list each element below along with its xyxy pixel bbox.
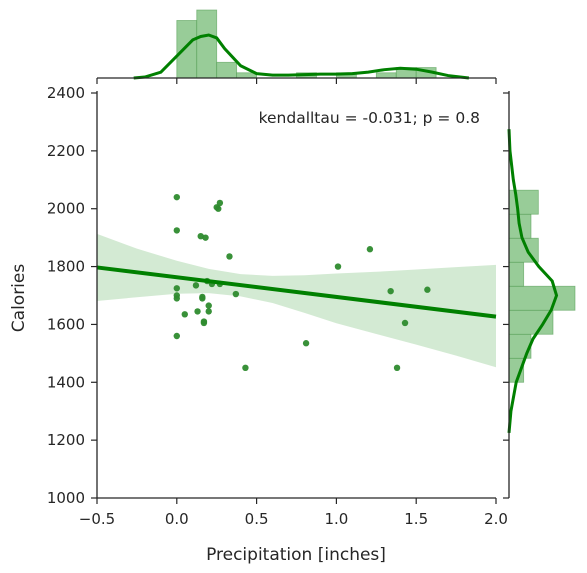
y-hist-bar [508, 285, 576, 311]
data-point [366, 246, 374, 253]
regression-line [96, 265, 497, 319]
y-hist-bar [508, 261, 525, 287]
data-point [181, 311, 188, 318]
data-point [192, 282, 200, 289]
y-tick-label: 1000 [47, 489, 85, 507]
y-tick-label: 1400 [47, 373, 85, 391]
data-point [205, 302, 212, 309]
kendalltau-annotation: kendalltau = -0.031; p = 0.8 [259, 109, 480, 127]
y-tick-label: 1600 [47, 315, 85, 333]
x-kde-curve [133, 33, 470, 80]
data-point [194, 308, 201, 315]
data-point [387, 287, 394, 295]
x-tick-label: −0.5 [79, 510, 115, 528]
y-hist-bar [508, 189, 539, 215]
x-hist-bar [375, 72, 397, 79]
y-axis-label: Calories [9, 264, 29, 333]
y-kde-curve [507, 129, 559, 434]
y-tick-label: 2400 [47, 84, 85, 102]
x-tick-label: 1.0 [324, 510, 348, 528]
y-hist-bar [508, 309, 554, 335]
data-point [173, 285, 180, 292]
data-point [393, 364, 401, 372]
y-tick-label: 2000 [47, 200, 85, 218]
x-tick-label: 2.0 [484, 510, 508, 528]
y-tick-label: 1800 [47, 258, 85, 276]
data-point [401, 319, 409, 327]
data-point [173, 193, 180, 201]
data-point [216, 199, 224, 207]
x-tick-label: 0.0 [165, 510, 189, 528]
y-marginal-histogram [503, 91, 576, 499]
x-hist-bar [196, 9, 218, 79]
data-point [200, 319, 208, 327]
x-tick-label: 1.5 [404, 510, 428, 528]
data-point [215, 205, 222, 212]
confidence-band [97, 233, 496, 368]
data-point [199, 295, 206, 302]
y-tick-label: 2200 [47, 142, 85, 160]
x-tick-label: 0.5 [245, 510, 269, 528]
data-point [232, 290, 240, 298]
x-marginal-histogram [96, 9, 497, 84]
data-point [173, 227, 180, 234]
x-hist-bar [176, 20, 198, 79]
y-tick-label: 1200 [47, 431, 85, 449]
data-point [173, 332, 180, 340]
data-point [226, 253, 233, 260]
data-point [242, 364, 249, 372]
data-point [302, 340, 310, 347]
x-axis-label: Precipitation [inches] [206, 545, 386, 565]
data-point [424, 286, 431, 293]
scatter-plot-area: −0.5 0.0 0.5 1.0 1.5 2.0 1000 1200 1400 1600 1800 2… [47, 84, 508, 528]
data-point [202, 234, 209, 241]
data-point [205, 308, 212, 315]
data-point [173, 295, 180, 302]
data-point [334, 263, 342, 270]
x-hist-bar [216, 61, 238, 79]
